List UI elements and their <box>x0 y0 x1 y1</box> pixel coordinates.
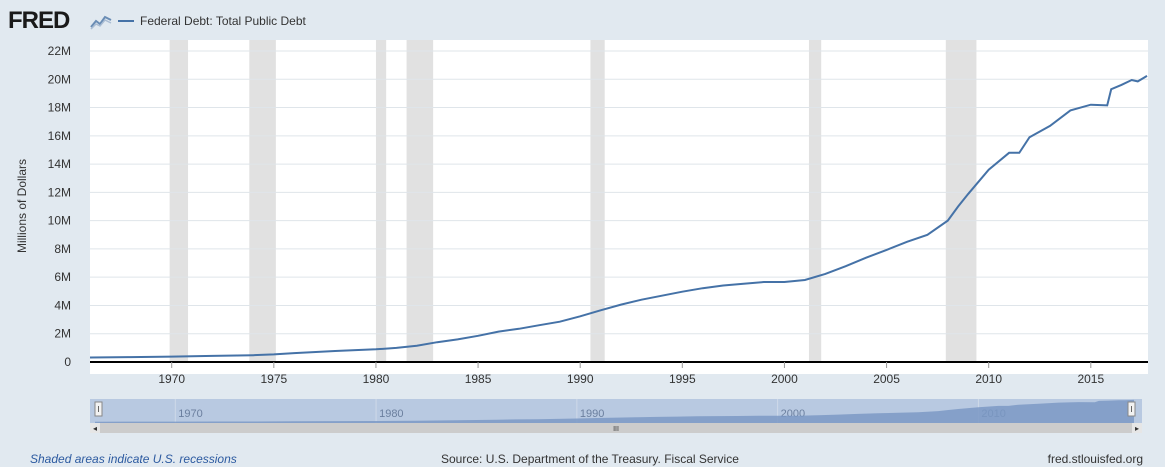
series-line <box>89 75 1148 359</box>
series-layer <box>89 75 1148 359</box>
scroll-grip[interactable]: III <box>613 426 619 433</box>
y-tick-label: 2M <box>54 327 71 341</box>
y-tick-label: 20M <box>48 72 71 86</box>
legend[interactable]: Federal Debt: Total Public Debt <box>118 14 306 28</box>
recession-band <box>945 40 977 362</box>
site-credit[interactable]: fred.stlouisfed.org <box>1047 452 1143 466</box>
navigator[interactable]: 19701980199020002010 ◂ ▸ III <box>90 399 1142 433</box>
x-axis: 1970 1975 1980 1985 1990 1995 2000 2005 2010 2015 <box>158 362 1104 386</box>
x-tick-label: 1970 <box>158 372 185 386</box>
scrollbar-track[interactable] <box>90 423 1142 433</box>
recession-bands <box>169 40 977 362</box>
recessions-note[interactable]: Shaded areas indicate U.S. recessions <box>30 452 237 466</box>
legend-label: Federal Debt: Total Public Debt <box>140 14 306 28</box>
y-tick-label: 14M <box>48 157 71 171</box>
y-tick-label: 18M <box>48 101 71 115</box>
y-tick-label: 8M <box>54 242 71 256</box>
recession-band <box>249 40 276 362</box>
recession-band <box>169 40 189 362</box>
x-tick-label: 1980 <box>363 372 390 386</box>
x-tick-label: 1995 <box>669 372 696 386</box>
plot-background <box>90 40 1148 374</box>
recession-band <box>590 40 605 362</box>
navigator-tick-label: 1970 <box>178 408 202 420</box>
y-tick-label: 12M <box>48 185 71 199</box>
scrollbar-right-arrow[interactable] <box>1132 423 1142 433</box>
x-tick-label: 2005 <box>873 372 900 386</box>
y-tick-label: 16M <box>48 129 71 143</box>
navigator-tick-label: 1990 <box>580 408 604 420</box>
chart-header: FRED Federal Debt: Total Public Debt <box>0 0 1165 40</box>
recession-band <box>808 40 822 362</box>
fred-logo: FRED <box>8 7 70 34</box>
y-tick-label: 0 <box>64 355 71 369</box>
navigator-tick-label: 1980 <box>379 408 403 420</box>
legend-swatch <box>118 20 134 22</box>
y-tick-label: 22M <box>48 44 71 58</box>
y-axis: 0 2M 4M 6M 8M 10M 12M 14M 16M 18M 20M 22M <box>48 44 1148 369</box>
chart-line-icon <box>90 15 112 30</box>
y-tick-label: 4M <box>54 298 71 312</box>
scroll-left-icon: ◂ <box>93 424 97 433</box>
source-text: Source: U.S. Department of the Treasury.… <box>441 452 739 466</box>
x-tick-label: 1975 <box>260 372 287 386</box>
y-axis-label: Millions of Dollars <box>15 159 29 253</box>
x-tick-label: 2000 <box>771 372 798 386</box>
navigator-area <box>95 399 1134 423</box>
scrollbar-left-arrow[interactable] <box>90 423 100 433</box>
y-tick-label: 10M <box>48 214 71 228</box>
y-tick-label: 6M <box>54 270 71 284</box>
x-tick-label: 2015 <box>1077 372 1104 386</box>
recession-band <box>375 40 387 362</box>
x-tick-label: 2010 <box>975 372 1002 386</box>
x-tick-label: 1990 <box>567 372 594 386</box>
recession-band <box>406 40 434 362</box>
scroll-right-icon: ▸ <box>1135 424 1139 433</box>
x-tick-label: 1985 <box>465 372 492 386</box>
